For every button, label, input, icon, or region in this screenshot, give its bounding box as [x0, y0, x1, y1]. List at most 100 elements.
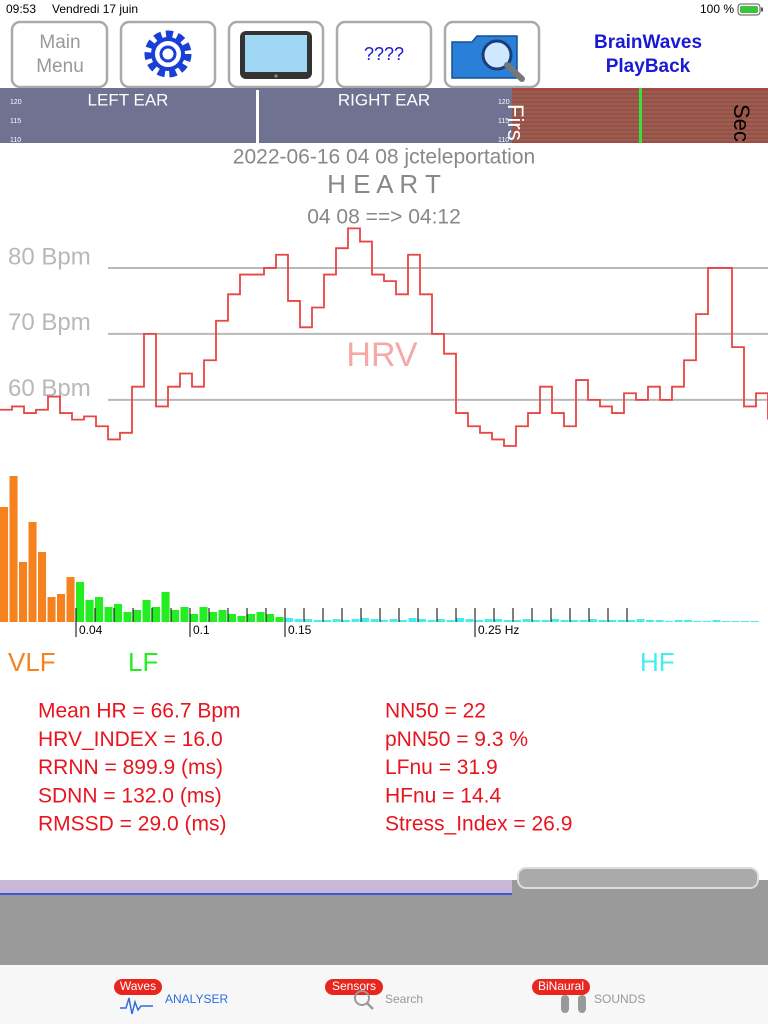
spectrum-bar	[66, 577, 75, 622]
spectrum-bar	[142, 600, 151, 622]
spectrum-bar	[361, 618, 370, 622]
spectrum-bar	[275, 617, 284, 622]
spectrum-bar	[712, 620, 721, 622]
spectrum-bar	[304, 619, 313, 622]
tab-label: SOUNDS	[594, 992, 645, 1006]
spectrum-bar	[161, 592, 170, 622]
spectrum-bar	[351, 619, 360, 622]
hrv-label: HRV	[346, 336, 417, 374]
spectrum-bar	[38, 552, 47, 622]
x-tick-label: 0.1	[193, 623, 210, 637]
tab-badge: Waves	[120, 979, 156, 993]
spectrum-bar	[722, 621, 731, 622]
settings-button[interactable]	[119, 20, 217, 89]
first-label: Firs	[503, 104, 528, 141]
spectrum-bar	[731, 621, 740, 622]
second-label: Sec	[729, 104, 754, 142]
spectrum-bar	[684, 620, 693, 622]
spectrum-bar	[85, 600, 94, 622]
spectrum-bar	[408, 618, 417, 622]
spectrum-bar	[123, 612, 132, 622]
spectrum-bar	[532, 620, 541, 622]
tab-bar	[0, 965, 768, 1024]
stat-line: RMSSD = 29.0 (ms)	[38, 813, 226, 836]
spectrum-bar	[693, 621, 702, 622]
tab-label: Search	[385, 992, 423, 1006]
stat-line: Stress_Index = 26.9	[385, 813, 572, 836]
spectrum-bar	[218, 610, 227, 622]
session-name: 2022-06-16 04 08 jcteleportation	[233, 146, 535, 169]
ear-scale-label: 115	[498, 118, 509, 125]
spectrum-bar	[380, 620, 389, 622]
spectrum-bar	[152, 607, 161, 622]
search-tab[interactable]: Sensors Search	[325, 979, 423, 1010]
spectrum-chart: VLF LF HF 0.04 0.1 0.15 0.25 Hz	[0, 476, 759, 677]
spectrum-bar	[370, 619, 379, 622]
band-label: HF	[640, 647, 675, 677]
stat-line: HRV_INDEX = 16.0	[38, 728, 223, 751]
tab-badge: Sensors	[332, 979, 376, 993]
spectrum-bar	[475, 620, 484, 622]
ear-scale-label: 120	[10, 99, 22, 106]
heart-panel	[0, 143, 768, 880]
stat-line: SDNN = 132.0 (ms)	[38, 784, 222, 807]
spectrum-bar	[446, 620, 455, 622]
spectrum-bar	[418, 619, 427, 622]
spectrum-bar	[665, 621, 674, 622]
stat-line: RRNN = 899.9 (ms)	[38, 756, 223, 779]
spectrum-bar	[9, 476, 18, 622]
sounds-tab[interactable]: BiNaural SOUNDS	[532, 979, 645, 1013]
spectrum-bar	[237, 616, 246, 622]
y-tick-label: 60 Bpm	[8, 375, 91, 402]
status-time: 09:53	[6, 2, 36, 16]
heart-title: H E A R T	[327, 169, 441, 199]
y-tick-label: 70 Bpm	[8, 309, 91, 336]
hrv-line	[0, 227, 768, 447]
analyser-tab[interactable]: Waves ANALYSER	[114, 979, 228, 1015]
stat-line: HFnu = 14.4	[385, 784, 501, 807]
spectrum-bar	[199, 607, 208, 622]
status-battery: 100 %	[700, 2, 734, 16]
spectrum-bar	[256, 612, 265, 622]
ear-scale-label: 110	[498, 137, 509, 144]
left-ear-label: LEFT EAR	[88, 90, 169, 109]
ear-divider	[256, 90, 259, 143]
main-menu-button[interactable]: Main Menu	[10, 20, 109, 89]
spectrum-bar	[285, 618, 294, 622]
tablet-button[interactable]	[227, 20, 325, 89]
button-label: ????	[364, 44, 404, 64]
band-label: LF	[128, 647, 158, 677]
spectrum-bar	[589, 619, 598, 622]
spectrum-bar	[427, 620, 436, 622]
spectrum-bar	[247, 614, 256, 622]
help-button[interactable]: ????	[335, 20, 433, 89]
spectrum-bar	[313, 620, 322, 622]
status-date: Vendredi 17 juin	[52, 2, 138, 16]
spectrum-bar	[617, 620, 626, 622]
spectrum-bar	[95, 597, 104, 622]
spectrum-bar	[0, 507, 9, 622]
stat-line: NN50 = 22	[385, 700, 486, 723]
spectrum-bar	[541, 620, 550, 622]
spectrum-bar	[750, 621, 759, 622]
spectrum-bar	[494, 619, 503, 622]
playhead	[639, 88, 642, 143]
spectrum-bar	[76, 582, 85, 622]
band-label: VLF	[8, 647, 56, 677]
ear-scale-label: 115	[10, 118, 21, 125]
spectrum-bar	[560, 620, 569, 622]
app-title: BrainWaves	[594, 32, 702, 53]
underlying-graph	[0, 880, 512, 894]
spectrum-bar	[332, 619, 341, 622]
right-ear-label: RIGHT EAR	[338, 90, 430, 109]
spectrum-bar	[180, 607, 189, 622]
hrv-chart: 80 Bpm 70 Bpm 60 Bpm HRV	[0, 227, 768, 447]
spectrum-bar	[465, 619, 474, 622]
button-label: Main	[39, 32, 80, 53]
button-label: Menu	[36, 56, 84, 77]
time-range: 04 08 ==> 04:12	[307, 206, 461, 229]
spectrum-bar	[551, 619, 560, 622]
open-file-button[interactable]	[443, 20, 541, 89]
spectrum-bar	[484, 619, 493, 622]
spectrum-bar	[28, 522, 37, 622]
